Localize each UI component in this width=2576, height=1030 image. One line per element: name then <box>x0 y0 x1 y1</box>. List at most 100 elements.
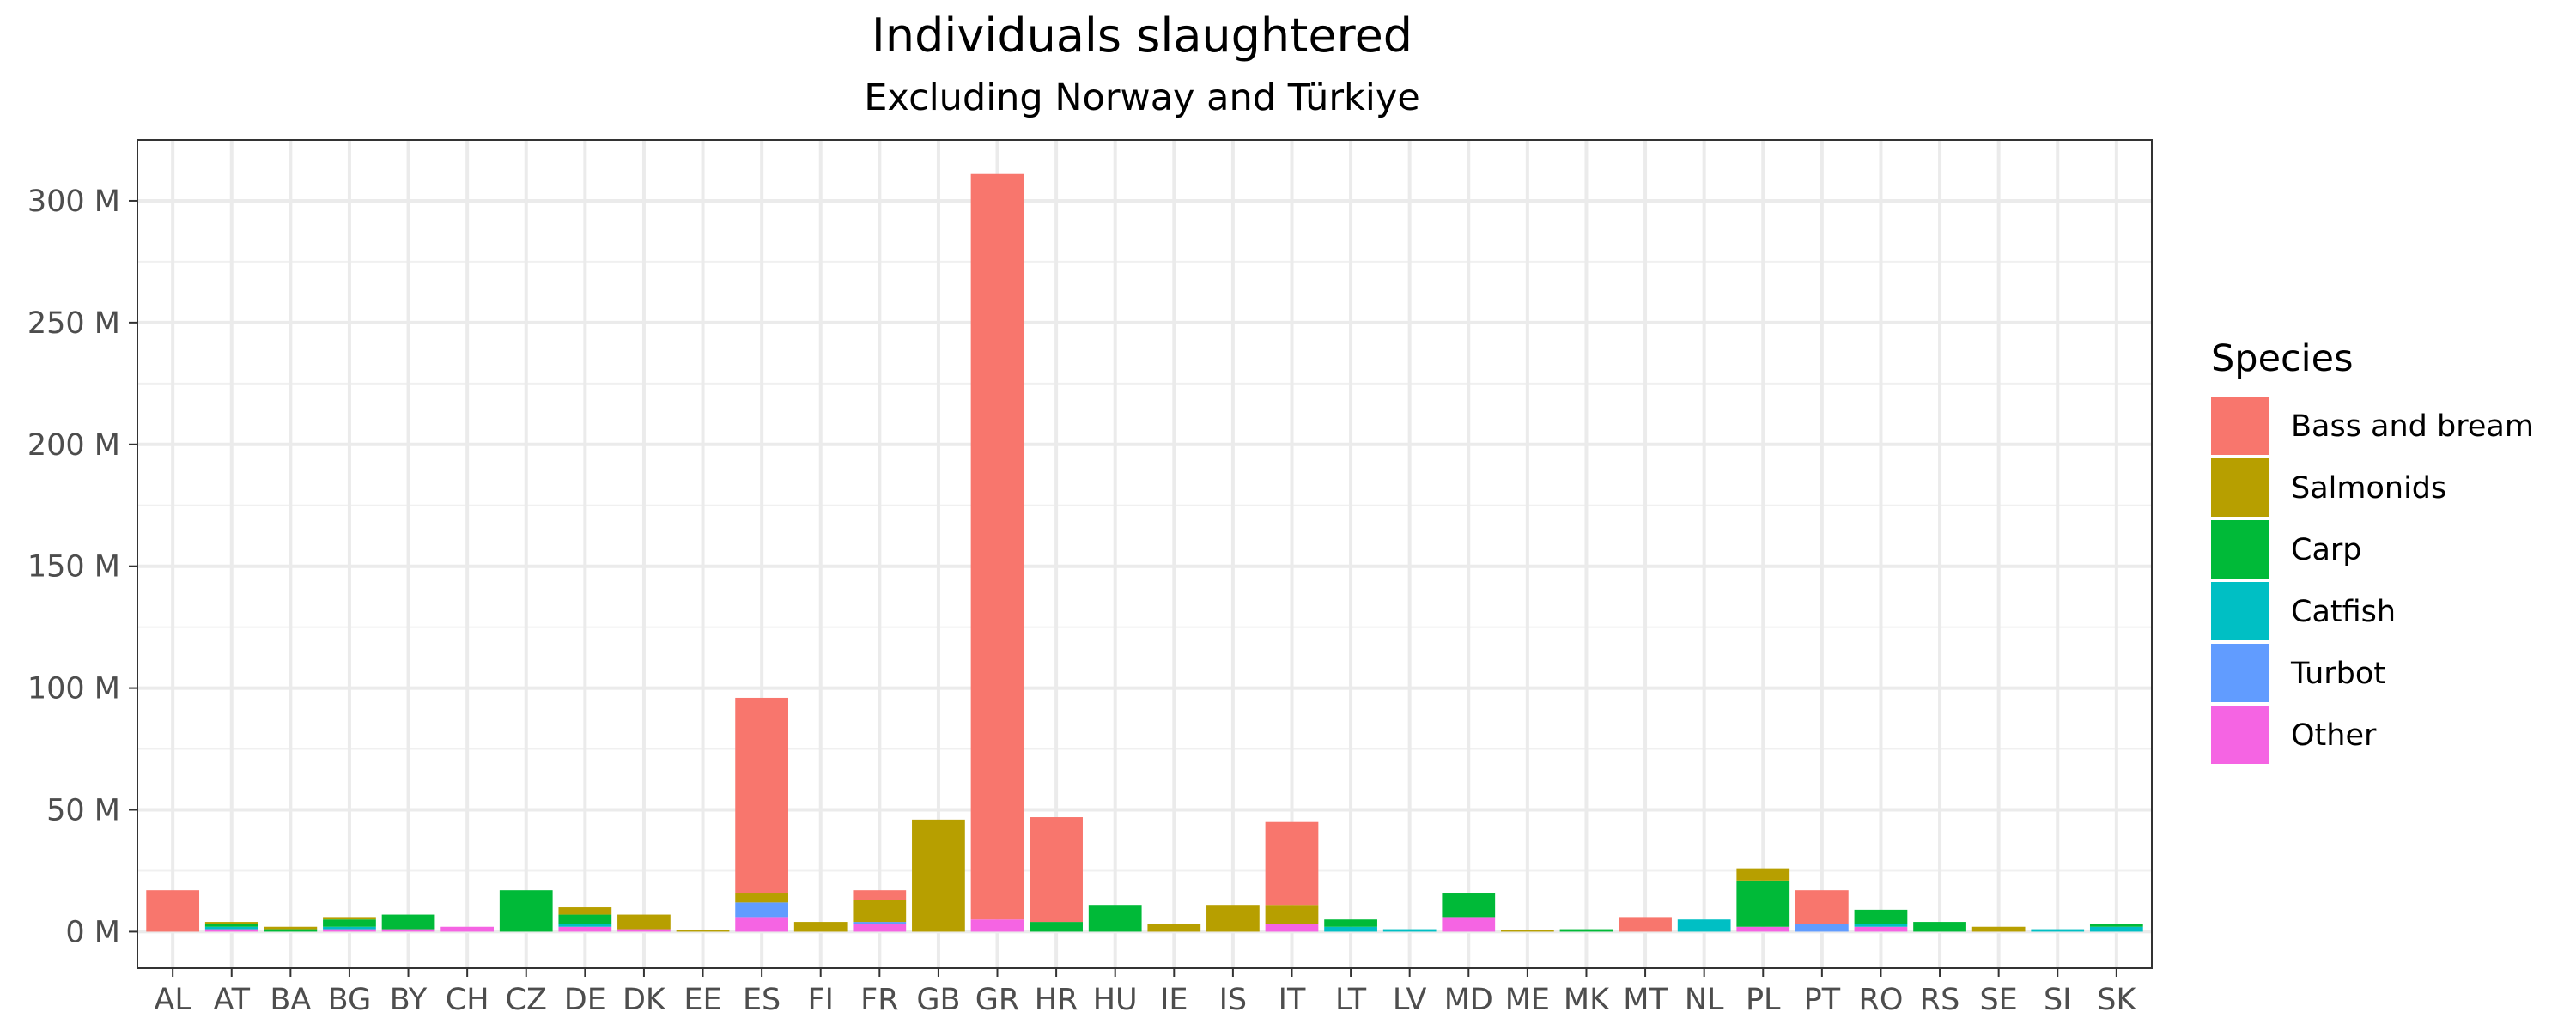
bar-segment <box>1147 924 1201 932</box>
bar-segment <box>558 926 612 932</box>
bar-segment <box>499 890 553 932</box>
bar-segment <box>1854 926 1908 932</box>
bar-segment <box>1795 924 1849 932</box>
bar-segment <box>793 922 848 932</box>
bar-segment <box>1736 880 1790 927</box>
bar-segment <box>323 926 376 930</box>
bar-segment <box>970 173 1024 920</box>
legend-label: Turbot <box>2290 657 2385 691</box>
x-tick-label: MK <box>1564 983 1610 1017</box>
x-tick-label: MT <box>1623 983 1668 1017</box>
bar-segment <box>1442 917 1496 932</box>
x-tick-label: EE <box>683 983 721 1017</box>
chart-title: Individuals slaughtered <box>872 9 1413 63</box>
x-tick-label: IE <box>1160 983 1188 1017</box>
bar-segment <box>1206 905 1260 932</box>
bar-segment <box>617 914 671 930</box>
bar-segment <box>853 900 907 923</box>
bar-segment <box>912 819 965 932</box>
x-tick-label: ME <box>1505 983 1550 1017</box>
plot-panel <box>137 140 2152 968</box>
bar-segment <box>1324 926 1377 932</box>
bar-segment <box>204 924 258 927</box>
legend-label: Other <box>2291 718 2377 753</box>
bar-segment <box>1030 817 1083 923</box>
x-tick-label: IS <box>1219 983 1248 1017</box>
bar-segment <box>1265 924 1319 932</box>
bar-segment <box>1971 926 2026 932</box>
x-tick-label: BA <box>270 983 311 1017</box>
x-tick-label: DK <box>623 983 666 1017</box>
legend-key <box>2211 397 2269 455</box>
x-tick-label: MD <box>1444 983 1493 1017</box>
x-tick-label: FR <box>860 983 898 1017</box>
bar-segment <box>735 917 788 932</box>
bar-segment <box>1501 930 1554 932</box>
x-tick-label: BG <box>328 983 372 1017</box>
bar-segment <box>1265 821 1319 906</box>
x-tick-label: SI <box>2044 983 2072 1017</box>
gridlines <box>137 140 2152 968</box>
bar-segment <box>204 929 258 932</box>
bar-segment <box>853 890 907 900</box>
x-tick-label: LT <box>1335 983 1367 1017</box>
legend-key <box>2211 520 2269 579</box>
bar-segment <box>323 929 376 932</box>
x-tick-label: LV <box>1393 983 1427 1017</box>
x-tick-label: HU <box>1093 983 1138 1017</box>
y-tick-label: 250 M <box>27 306 120 341</box>
legend-label: Salmonids <box>2291 471 2446 506</box>
y-tick-label: 200 M <box>27 428 120 463</box>
bar-segment <box>853 924 907 932</box>
x-tick-label: SE <box>1979 983 2017 1017</box>
bar-segment <box>323 919 376 927</box>
x-tick-label: FI <box>807 983 833 1017</box>
bar-segment <box>853 922 907 924</box>
legend-label: Bass and bream <box>2291 409 2534 444</box>
bar-segment <box>1324 919 1377 927</box>
x-axis: AL AT BA BG BY CH CZ DE DK EE ES FI FR GB GR HR HU IE IS IT… <box>154 968 2136 1017</box>
bar-segment <box>2089 926 2143 932</box>
chart-subtitle: Excluding Norway and Türkiye <box>864 76 1420 119</box>
bar-segment <box>381 914 435 930</box>
bar-segment <box>735 893 788 903</box>
bar-segment <box>2031 929 2085 932</box>
bar-segment <box>1265 905 1319 924</box>
x-tick-label: GR <box>975 983 1019 1017</box>
bar-segment <box>146 890 200 932</box>
bar-segment <box>617 929 671 932</box>
x-tick-label: RS <box>1920 983 1960 1017</box>
legend-key <box>2211 458 2269 517</box>
bar-segment <box>1559 929 1613 932</box>
x-tick-label: ES <box>743 983 781 1017</box>
bar-segment <box>204 922 258 924</box>
x-tick-label: BY <box>390 983 428 1017</box>
bar-segment <box>676 930 730 932</box>
x-tick-label: PT <box>1804 983 1841 1017</box>
x-tick-label: PL <box>1746 983 1781 1017</box>
y-tick-label: 50 M <box>46 794 120 828</box>
legend-title: Species <box>2211 337 2354 380</box>
y-axis: 0 M 50 M 100 M 150 M 200 M 250 M 300 M <box>27 185 137 949</box>
bar-segment <box>2089 924 2143 927</box>
y-tick-label: 0 M <box>65 915 120 949</box>
plot-area <box>137 139 2153 969</box>
x-tick-label: DE <box>564 983 606 1017</box>
bars <box>146 173 2143 932</box>
legend-key <box>2211 644 2269 702</box>
x-tick-label: AL <box>154 983 191 1017</box>
bar-segment <box>1854 909 1908 924</box>
bar-segment <box>1030 922 1083 932</box>
bar-segment <box>970 919 1024 932</box>
x-tick-label: CZ <box>506 983 547 1017</box>
y-tick-label: 300 M <box>27 185 120 219</box>
y-tick-label: 100 M <box>27 672 120 706</box>
legend-key <box>2211 706 2269 764</box>
legend-label: Catfish <box>2291 595 2396 629</box>
bar-segment <box>1677 919 1731 932</box>
x-tick-label: RO <box>1859 983 1904 1017</box>
legend-label: Carp <box>2291 533 2362 567</box>
bar-segment <box>440 926 495 932</box>
bar-segment <box>264 929 318 932</box>
